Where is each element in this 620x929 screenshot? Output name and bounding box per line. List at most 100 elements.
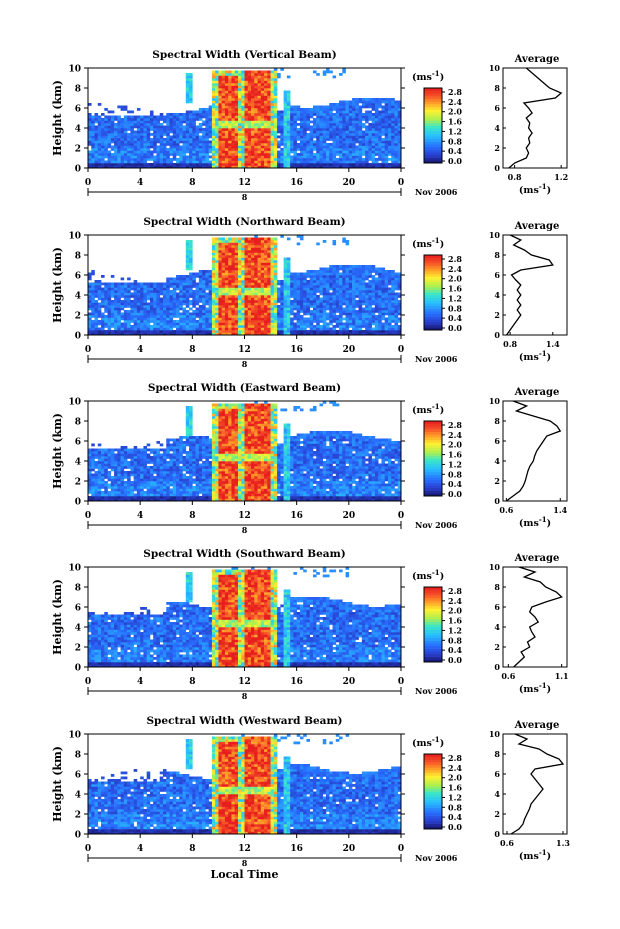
heatmap-cell (264, 277, 268, 281)
heatmap-cell (296, 277, 301, 281)
heatmap-cell (198, 148, 203, 151)
heatmap-cell (169, 307, 174, 311)
heatmap-cell (335, 280, 340, 283)
heatmap-cell (172, 290, 177, 293)
heatmap-cell (130, 325, 134, 328)
heatmap-cell (391, 123, 395, 126)
heatmap-cell (303, 327, 307, 331)
heatmap-cell (107, 135, 112, 139)
heatmap-cell (179, 302, 183, 306)
heatmap-cell (296, 285, 301, 288)
heatmap-cell (228, 242, 232, 246)
heatmap-cell (156, 307, 161, 311)
heatmap-cell (208, 315, 213, 318)
heatmap-cell (355, 302, 359, 306)
heatmap-cell (309, 270, 314, 273)
heatmap-cell (319, 320, 324, 323)
heatmap-cell (260, 88, 265, 91)
heatmap-cell (123, 160, 128, 164)
heatmap-cell (264, 115, 268, 119)
heatmap-cell (254, 93, 258, 96)
heatmap-cell (101, 113, 105, 116)
heatmap-cell (241, 310, 245, 313)
heatmap-cell (136, 322, 141, 326)
heatmap-cell (104, 295, 108, 298)
heatmap-cell (237, 150, 242, 154)
heatmap-cell (257, 83, 262, 86)
heatmap-cell (319, 267, 324, 271)
heatmap-cell (322, 158, 327, 161)
heatmap-cell (218, 265, 222, 268)
heatmap-cell (342, 240, 346, 243)
heatmap-cell (293, 160, 297, 164)
heatmap-cell (335, 285, 340, 288)
heatmap-cell (231, 118, 236, 121)
heatmap-cell (218, 287, 222, 291)
heatmap-cell (166, 295, 170, 298)
heatmap-cell (208, 125, 213, 129)
heatmap-cell (228, 262, 232, 266)
heatmap-cell (114, 287, 118, 291)
heatmap-cell (267, 267, 271, 271)
heatmap-cell (234, 120, 239, 124)
heatmap-cell (293, 287, 297, 291)
heatmap-cell (342, 70, 346, 74)
heatmap-cell (218, 135, 222, 139)
heatmap-cell (146, 285, 151, 288)
heatmap-cell (123, 322, 128, 326)
heatmap-cell (342, 160, 346, 164)
heatmap-cell (192, 123, 196, 126)
heatmap-cell (387, 140, 392, 144)
heatmap-cell (391, 160, 395, 164)
heatmap-cell (299, 160, 304, 164)
heatmap-cell (224, 100, 229, 104)
heatmap-cell (241, 285, 245, 288)
heatmap-cell (224, 332, 229, 336)
heatmap-cell (378, 158, 382, 161)
heatmap-cell (283, 160, 288, 164)
heatmap-cell (215, 317, 219, 321)
heatmap-cell (293, 140, 297, 144)
heatmap-cell (237, 322, 242, 326)
heatmap-cell (114, 305, 118, 308)
heatmap-cell (221, 245, 226, 248)
heatmap-cell (156, 115, 161, 119)
heatmap-cell (332, 135, 337, 139)
heatmap-cell (146, 140, 151, 144)
heatmap-cell (211, 118, 216, 121)
heatmap-cell (270, 282, 275, 286)
heatmap-cell (127, 282, 131, 286)
heatmap-cell (339, 110, 343, 114)
heatmap-cell (172, 305, 177, 308)
heatmap-cell (312, 327, 317, 331)
heatmap-cell (247, 83, 252, 86)
heatmap-cell (309, 138, 314, 141)
heatmap-cell (221, 143, 226, 146)
heatmap-cell (104, 307, 108, 311)
heatmap-cell (251, 145, 255, 149)
heatmap-cell (182, 282, 187, 286)
heatmap-cell (221, 70, 226, 74)
heatmap-cell (254, 73, 258, 76)
heatmap-cell (280, 140, 284, 144)
heatmap-cell (159, 302, 164, 306)
heatmap-cell (254, 158, 258, 161)
heatmap-cell (257, 78, 262, 81)
heatmap-cell (319, 120, 324, 124)
heatmap-cell (254, 140, 258, 144)
heatmap-cell (293, 290, 297, 293)
heatmap-cell (319, 275, 324, 278)
heatmap-cell (335, 150, 340, 154)
heatmap-cell (162, 133, 167, 136)
heatmap-cell (384, 115, 389, 119)
heatmap-cell (326, 130, 330, 134)
heatmap-cell (303, 123, 307, 126)
heatmap-cell (303, 285, 307, 288)
heatmap-cell (97, 140, 102, 144)
heatmap-cell (107, 133, 112, 136)
heatmap-cell (208, 310, 213, 313)
heatmap-cell (185, 320, 190, 323)
heatmap-cell (283, 115, 288, 119)
heatmap-cell (254, 267, 258, 271)
heatmap-cell (120, 295, 125, 298)
